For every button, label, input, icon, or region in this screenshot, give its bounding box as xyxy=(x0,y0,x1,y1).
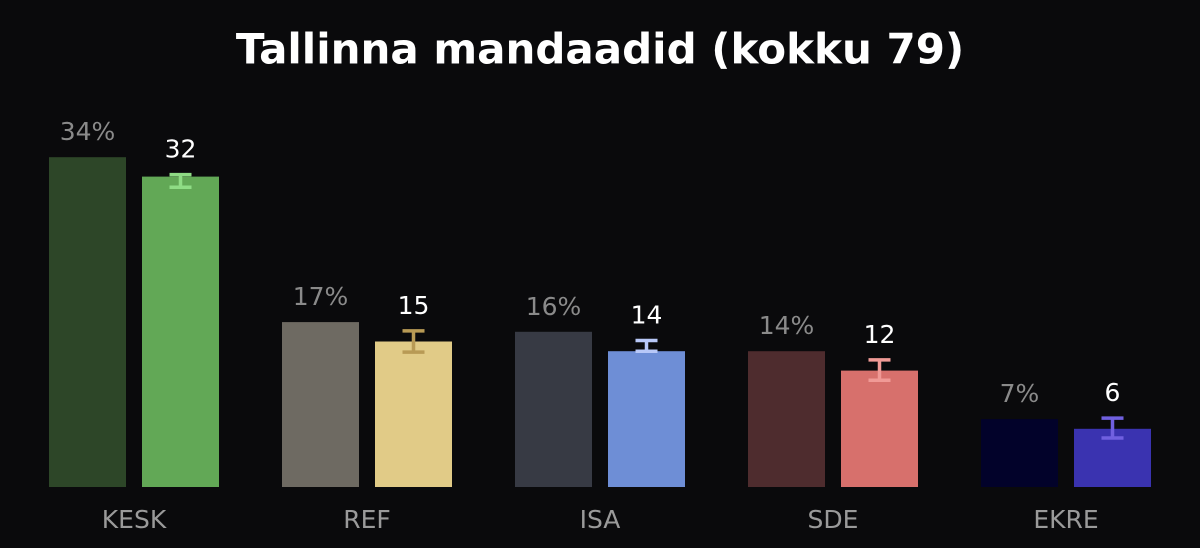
x-tick-label: REF xyxy=(343,505,391,534)
bar xyxy=(608,351,685,487)
error-bar xyxy=(1101,416,1124,440)
error-bar xyxy=(868,358,891,383)
value-label: 6 xyxy=(1105,378,1121,407)
error-bar xyxy=(402,329,425,354)
bar xyxy=(49,157,126,487)
x-tick-label: KESK xyxy=(102,505,167,534)
value-label: 15 xyxy=(398,291,430,320)
x-tick-label: SDE xyxy=(808,505,859,534)
value-label: 34% xyxy=(60,117,116,146)
bar xyxy=(375,341,452,487)
error-bar xyxy=(635,338,658,353)
x-tick-label: EKRE xyxy=(1033,505,1098,534)
value-label: 7% xyxy=(1000,379,1040,408)
bar xyxy=(515,331,592,487)
error-bar xyxy=(169,172,192,190)
bar xyxy=(142,176,219,487)
chart-title: Tallinna mandaadid (kokku 79) xyxy=(236,25,964,74)
value-label: 32 xyxy=(165,135,197,164)
x-tick-label: ISA xyxy=(580,505,621,534)
value-label: 12 xyxy=(864,320,896,349)
value-label: 17% xyxy=(293,282,349,311)
value-label: 14 xyxy=(631,301,663,330)
bar xyxy=(981,419,1058,487)
value-label: 14% xyxy=(759,311,815,340)
bar xyxy=(841,370,918,487)
bar xyxy=(282,322,359,487)
bar xyxy=(748,351,825,487)
value-label: 16% xyxy=(526,292,582,321)
